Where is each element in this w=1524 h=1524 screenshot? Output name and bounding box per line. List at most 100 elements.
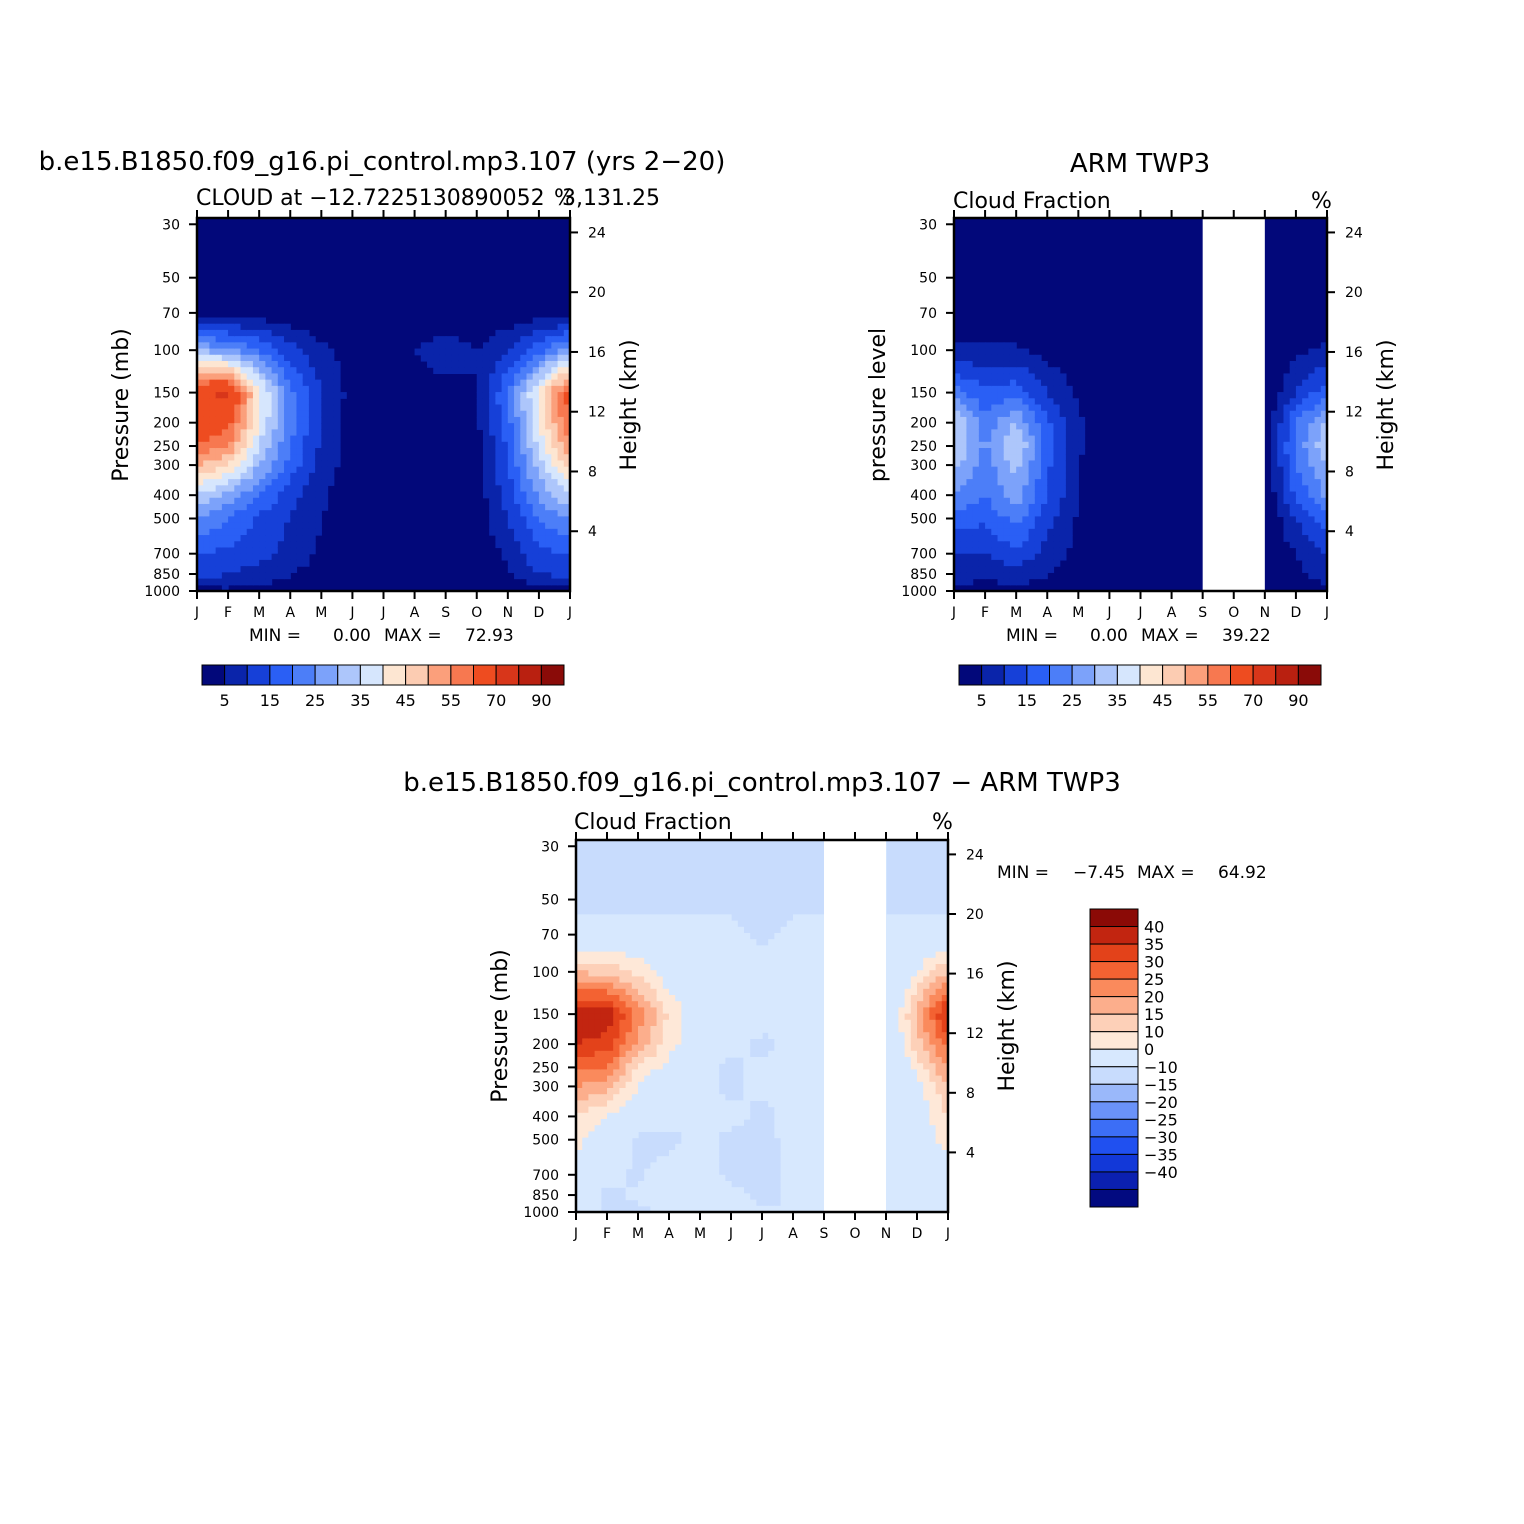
field-cell bbox=[700, 1162, 707, 1170]
field-cell bbox=[600, 988, 608, 996]
field-cell bbox=[693, 939, 701, 946]
field-cell bbox=[607, 1168, 614, 1176]
field-cell bbox=[532, 354, 540, 362]
field-cell bbox=[259, 547, 266, 555]
field-cell bbox=[718, 1038, 726, 1046]
field-cell bbox=[1308, 416, 1316, 424]
field-cell bbox=[538, 497, 546, 505]
field-cell bbox=[209, 522, 217, 530]
field-cell bbox=[774, 939, 782, 946]
field-cell bbox=[607, 1174, 614, 1182]
field-cell bbox=[240, 460, 248, 468]
field-cell bbox=[811, 982, 819, 990]
field-cell bbox=[1271, 485, 1278, 493]
field-cell bbox=[693, 945, 701, 953]
field-cell bbox=[687, 1063, 695, 1070]
field-cell bbox=[1314, 547, 1322, 555]
field-cell bbox=[1289, 435, 1297, 443]
field-cell bbox=[600, 1100, 608, 1108]
field-cell bbox=[489, 466, 496, 474]
field-cell bbox=[799, 939, 806, 946]
field-cell bbox=[1072, 454, 1079, 462]
field-cell bbox=[203, 423, 211, 430]
field-cell bbox=[805, 1013, 813, 1021]
field-cell bbox=[476, 379, 484, 387]
field-cell bbox=[284, 559, 291, 567]
field-cell bbox=[1053, 373, 1061, 381]
field-cell bbox=[582, 1063, 589, 1070]
field-cell bbox=[600, 914, 608, 922]
field-cell bbox=[886, 1199, 893, 1207]
field-cell bbox=[246, 472, 254, 480]
field-cell bbox=[1320, 410, 1328, 418]
field-cell bbox=[817, 933, 825, 940]
panel-diff-subtitle-right: % bbox=[932, 810, 953, 835]
field-cell bbox=[563, 317, 571, 325]
field-cell bbox=[675, 1174, 682, 1182]
field-cell bbox=[972, 360, 980, 368]
field-cell bbox=[197, 553, 204, 561]
field-cell bbox=[978, 541, 986, 549]
field-cell bbox=[588, 1038, 596, 1046]
field-cell bbox=[700, 982, 707, 990]
field-cell bbox=[259, 398, 266, 406]
field-cell bbox=[1053, 416, 1061, 424]
field-cell bbox=[817, 926, 825, 934]
field-cell bbox=[582, 926, 589, 934]
field-cell bbox=[780, 933, 788, 940]
field-cell bbox=[656, 1013, 664, 1021]
field-cell bbox=[712, 1168, 720, 1176]
field-cell bbox=[780, 1044, 788, 1052]
field-cell bbox=[892, 926, 899, 934]
field-cell bbox=[246, 342, 254, 350]
field-cell bbox=[526, 522, 534, 530]
field-cell bbox=[768, 995, 775, 1002]
field-cell bbox=[1016, 553, 1023, 561]
field-cell bbox=[427, 354, 434, 362]
field-cell bbox=[749, 970, 757, 977]
field-cell bbox=[613, 1137, 620, 1145]
field-cell bbox=[675, 1094, 682, 1101]
colorbar-swatch bbox=[1162, 664, 1186, 686]
field-cell bbox=[687, 1026, 695, 1033]
field-cell bbox=[780, 939, 788, 946]
field-cell bbox=[991, 373, 999, 381]
field-cell bbox=[501, 510, 509, 517]
field-cell bbox=[538, 572, 546, 580]
field-cell bbox=[215, 342, 223, 350]
colorbar-label: 15 bbox=[260, 691, 280, 710]
field-cell bbox=[811, 1026, 819, 1033]
field-cell bbox=[234, 516, 242, 524]
field-cell bbox=[1041, 497, 1048, 505]
y-tick-label: 300 bbox=[910, 458, 937, 474]
field-cell bbox=[662, 951, 670, 959]
field-cell bbox=[246, 398, 254, 406]
field-cell bbox=[1302, 535, 1309, 542]
field-cell bbox=[532, 547, 540, 555]
field-cell bbox=[489, 454, 496, 462]
field-cell bbox=[1053, 441, 1061, 449]
field-cell bbox=[656, 1112, 664, 1120]
field-cell bbox=[234, 360, 242, 368]
field-cell bbox=[700, 1143, 707, 1151]
field-cell bbox=[302, 510, 310, 517]
field-cell bbox=[284, 466, 291, 474]
field-cell bbox=[308, 336, 316, 343]
colorbar-swatch bbox=[958, 664, 983, 686]
field-cell bbox=[221, 410, 229, 418]
field-cell bbox=[656, 1081, 664, 1089]
field-cell bbox=[1271, 460, 1278, 468]
field-cell bbox=[594, 1119, 602, 1126]
field-cell bbox=[1302, 541, 1309, 549]
field-cell bbox=[700, 1001, 707, 1008]
field-cell bbox=[675, 1050, 682, 1058]
field-cell bbox=[265, 429, 273, 437]
field-cell bbox=[966, 578, 974, 586]
field-cell bbox=[1009, 553, 1017, 561]
field-cell bbox=[954, 566, 961, 573]
field-cell bbox=[972, 435, 980, 443]
field-cell bbox=[799, 1069, 806, 1077]
field-cell bbox=[662, 1007, 670, 1015]
field-cell bbox=[793, 1019, 800, 1027]
field-cell bbox=[631, 1112, 639, 1120]
